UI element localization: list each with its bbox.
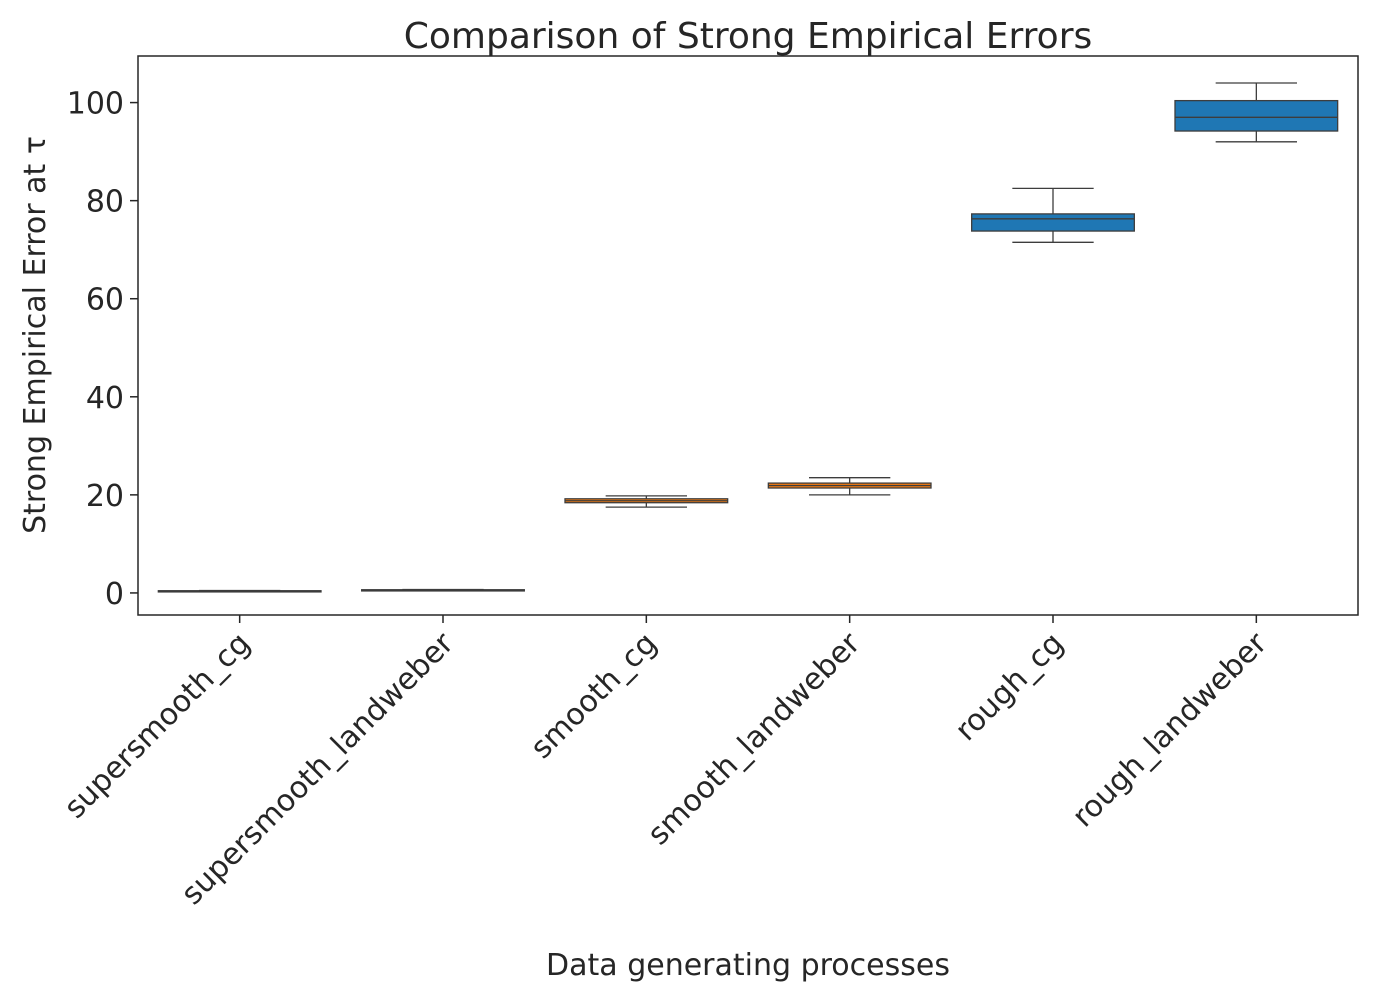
box-rough_cg xyxy=(971,187,1135,243)
x-tick-label: smooth_cg xyxy=(524,626,664,766)
x-tick-label: rough_landweber xyxy=(1066,625,1275,834)
box-smooth_landweber xyxy=(767,477,932,496)
y-tick-label: 100 xyxy=(67,87,124,122)
box-supersmooth_cg xyxy=(157,589,322,593)
x-tick-label: smooth_landweber xyxy=(641,625,868,852)
box-supersmooth_landweber xyxy=(361,588,525,592)
plot-area xyxy=(157,82,1339,593)
y-tick-label: 60 xyxy=(86,283,124,318)
box-smooth_cg xyxy=(564,495,729,508)
y-axis: 0 20 40 60 80 100 xyxy=(67,87,138,612)
y-tick-label: 0 xyxy=(105,577,124,612)
iqr-box xyxy=(1174,99,1339,132)
y-tick-label: 40 xyxy=(86,381,124,416)
y-tick-label: 20 xyxy=(86,479,124,514)
iqr-box xyxy=(971,213,1135,232)
x-tick-label: rough_cg xyxy=(949,626,1071,748)
chart-title: Comparison of Strong Empirical Errors xyxy=(404,16,1093,57)
y-tick-label: 80 xyxy=(86,185,124,220)
x-axis-label: Data generating processes xyxy=(546,948,950,983)
plot-frame xyxy=(137,55,1359,616)
box-rough_landweber xyxy=(1174,82,1339,143)
x-tick-label: supersmooth_cg xyxy=(58,626,258,826)
y-axis-label: Strong Empirical Error at τ xyxy=(18,136,53,534)
